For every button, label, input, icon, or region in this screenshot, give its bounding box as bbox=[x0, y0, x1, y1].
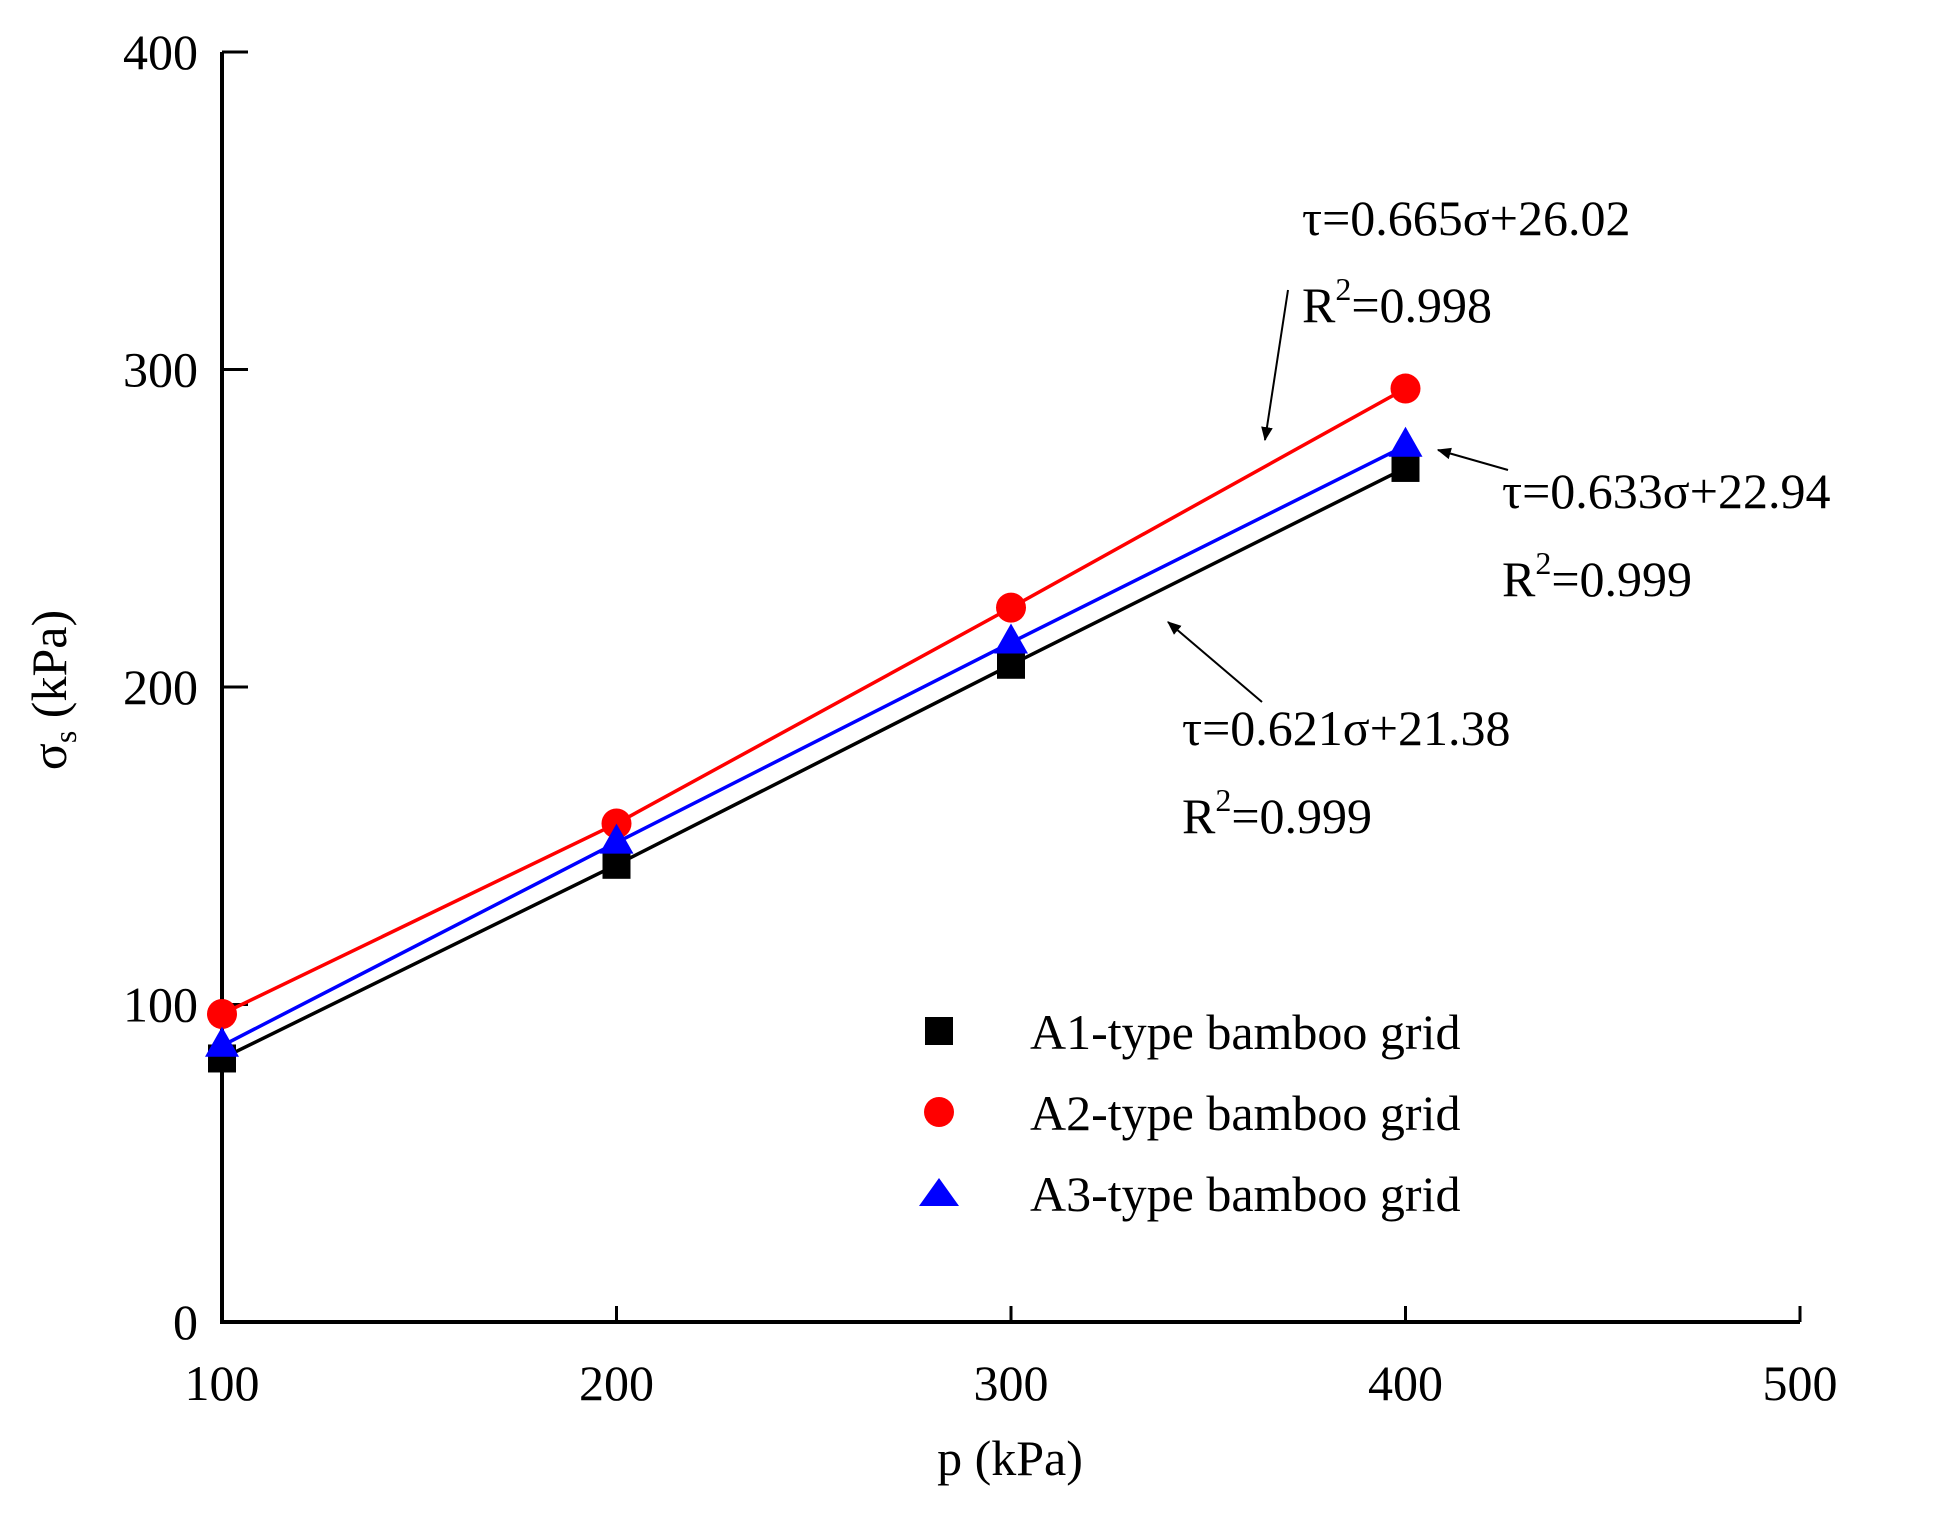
legend-marker-a3 bbox=[919, 1178, 959, 1206]
annotation-a1-r2: R2=0.999 bbox=[1182, 782, 1372, 844]
x-tick-label: 200 bbox=[579, 1355, 654, 1411]
legend-marker-a1 bbox=[925, 1017, 953, 1045]
data-point-a2 bbox=[601, 808, 632, 839]
x-ticks: 100 200 300 400 500 bbox=[185, 1306, 1838, 1411]
y-tick-label: 300 bbox=[123, 342, 198, 398]
annotation-a2-r2: R2=0.998 bbox=[1302, 271, 1492, 333]
y-tick-label: 100 bbox=[123, 977, 198, 1033]
annotation-a2: τ=0.665σ+26.02 R2=0.998 bbox=[1261, 190, 1630, 442]
annotation-a2-equation: τ=0.665σ+26.02 bbox=[1302, 190, 1630, 246]
markers bbox=[205, 373, 1423, 1073]
annotation-a3-equation: τ=0.633σ+22.94 bbox=[1502, 463, 1830, 519]
y-tick-label: 400 bbox=[123, 24, 198, 80]
data-point-a2 bbox=[996, 592, 1026, 623]
legend-label-a1: A1-type bamboo grid bbox=[1030, 1004, 1460, 1060]
fit-line-a2 bbox=[221, 387, 1407, 1016]
x-axis-title: p (kPa) bbox=[937, 1430, 1083, 1486]
legend-label-a2: A2-type bamboo grid bbox=[1030, 1085, 1460, 1141]
legend: A1-type bamboo grid A2-type bamboo grid … bbox=[919, 1004, 1460, 1222]
y-tick-label: 200 bbox=[123, 659, 198, 715]
annotation-a3: τ=0.633σ+22.94 R2=0.999 bbox=[1436, 447, 1830, 607]
annotation-a3-r2: R2=0.999 bbox=[1502, 545, 1692, 607]
data-point-a2 bbox=[1390, 373, 1421, 404]
data-point-a1 bbox=[602, 850, 631, 879]
legend-label-a3: A3-type bamboo grid bbox=[1030, 1166, 1460, 1222]
annotation-a1-equation: τ=0.621σ+21.38 bbox=[1182, 700, 1510, 756]
x-tick-label: 100 bbox=[185, 1355, 260, 1411]
legend-marker-a2 bbox=[924, 1097, 954, 1127]
data-point-a1 bbox=[997, 650, 1025, 679]
annotation-a3-arrow bbox=[1436, 447, 1509, 471]
fit-lines bbox=[221, 387, 1407, 1061]
data-point-a1 bbox=[1391, 453, 1420, 482]
fit-line-a1 bbox=[221, 466, 1407, 1061]
data-point-a3 bbox=[599, 823, 634, 854]
annotation-a1-arrow bbox=[1167, 621, 1263, 703]
data-point-a3 bbox=[994, 623, 1028, 654]
fit-line-a3 bbox=[221, 444, 1407, 1048]
data-point-a3 bbox=[205, 1026, 239, 1057]
data-point-a2 bbox=[207, 999, 237, 1030]
data-point-a3 bbox=[1388, 426, 1423, 457]
x-tick-label: 500 bbox=[1763, 1355, 1838, 1411]
y-axis-title: σs (kPa) bbox=[21, 610, 83, 770]
y-ticks: 0 100 200 300 400 bbox=[123, 24, 248, 1350]
y-tick-label: 0 bbox=[173, 1294, 198, 1350]
annotation-a1: τ=0.621σ+21.38 R2=0.999 bbox=[1167, 621, 1510, 844]
x-tick-label: 300 bbox=[974, 1355, 1049, 1411]
annotation-a2-arrow bbox=[1261, 289, 1289, 442]
x-tick-label: 400 bbox=[1368, 1355, 1443, 1411]
